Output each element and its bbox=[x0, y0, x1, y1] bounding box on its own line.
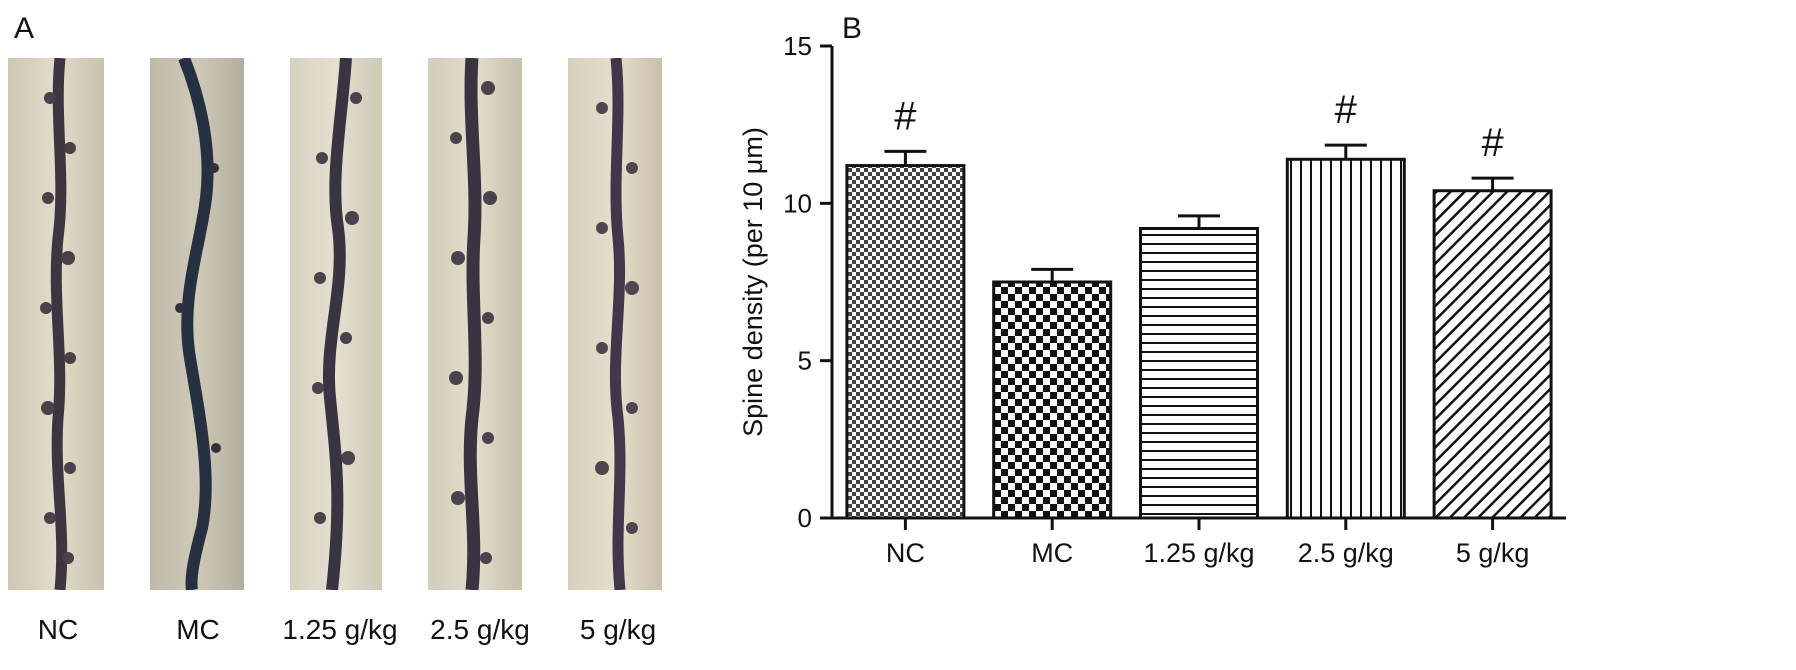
micrograph-label-1-25: 1.25 g/kg bbox=[282, 614, 398, 645]
significance-marker: # bbox=[894, 94, 917, 138]
y-tick-label: 10 bbox=[783, 188, 812, 218]
bar-0 bbox=[845, 164, 966, 520]
y-ticks: 0 5 10 15 bbox=[783, 31, 832, 533]
x-tick-label: 1.25 g/kg bbox=[1143, 538, 1254, 568]
micrograph-1-25-image bbox=[290, 58, 382, 590]
x-tick-label: NC bbox=[886, 538, 925, 568]
bar-4 bbox=[1432, 189, 1553, 520]
micrograph-1-25 bbox=[290, 58, 382, 590]
bar-1 bbox=[992, 280, 1113, 520]
bars: # # # bbox=[845, 88, 1553, 520]
x-ticks: NC MC 1.25 g/kg 2.5 g/kg 5 g/kg bbox=[886, 518, 1529, 568]
micrograph-5 bbox=[568, 58, 662, 590]
micrograph-nc bbox=[8, 58, 104, 590]
y-axis-label: Spine density (per 10 μm) bbox=[738, 127, 768, 437]
micrograph-label-mc: MC bbox=[176, 614, 220, 645]
bar-2 bbox=[1139, 227, 1259, 520]
micrograph-mc-image bbox=[150, 58, 244, 590]
panel-b-letter: B bbox=[842, 12, 863, 45]
x-tick-label: 5 g/kg bbox=[1456, 538, 1530, 568]
x-tick-label: 2.5 g/kg bbox=[1298, 538, 1394, 568]
micrograph-label-5: 5 g/kg bbox=[579, 614, 657, 645]
significance-marker: # bbox=[1481, 121, 1504, 165]
micrograph-label-nc: NC bbox=[37, 614, 79, 645]
micrograph-label-2-5: 2.5 g/kg bbox=[430, 614, 530, 645]
x-tick-label: MC bbox=[1031, 538, 1073, 568]
significance-marker: # bbox=[1335, 88, 1358, 132]
micrograph-mc bbox=[150, 58, 244, 590]
y-tick-label: 0 bbox=[798, 503, 812, 533]
micrograph-nc-image bbox=[8, 58, 104, 590]
micrograph-5-image bbox=[568, 58, 662, 590]
y-tick-label: 5 bbox=[798, 346, 812, 376]
panel-a-letter: A bbox=[14, 12, 35, 45]
y-tick-label: 15 bbox=[783, 31, 812, 61]
bar-3 bbox=[1285, 157, 1406, 520]
micrograph-2-5 bbox=[428, 58, 522, 590]
micrograph-2-5-image bbox=[428, 58, 522, 590]
